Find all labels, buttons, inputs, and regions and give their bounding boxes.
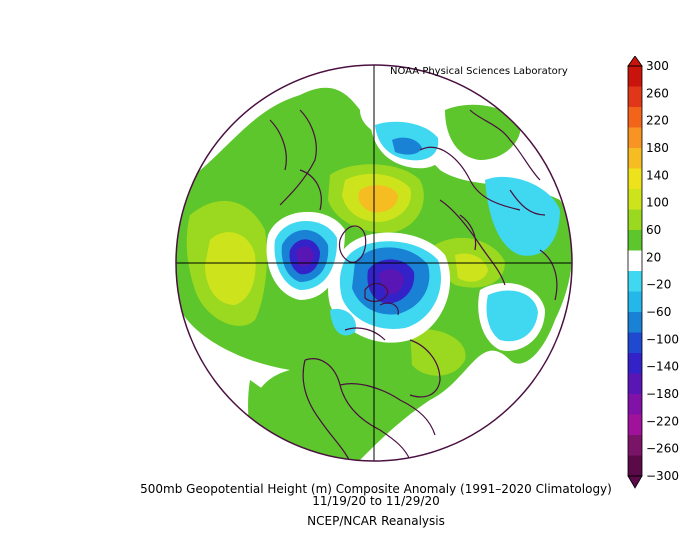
colorbar-swatch: [628, 394, 642, 415]
colorbar-swatch: [628, 414, 642, 436]
colorbar-tick-label: 300: [646, 59, 669, 73]
colorbar-tick-label: −140: [646, 360, 679, 374]
colorbar-frame: [627, 65, 643, 477]
colorbar-swatch: [628, 455, 642, 477]
colorbar-tick-label: −60: [646, 305, 671, 319]
colorbar-tick-label: 20: [646, 250, 661, 264]
colorbar-swatch: [628, 271, 642, 292]
colorbar-swatch: [628, 230, 642, 251]
colorbar-tick-label: 180: [646, 141, 669, 155]
anomaly-field: [176, 65, 572, 461]
colorbar-swatch: [628, 189, 642, 210]
map-boundary: [175, 64, 573, 462]
colorbar-max-arrow: [627, 56, 643, 67]
colorbar-tick-label: −260: [646, 442, 679, 456]
colorbar: 300 260 220 180 140 100 60 20 −20 −60 −100 −140 −180…: [627, 56, 679, 489]
colorbar-swatch: [628, 373, 642, 395]
date-range: 11/19/20 to 11/29/20: [312, 494, 440, 508]
colorbar-tick-label: −180: [646, 387, 679, 401]
colorbar-tick-label: −100: [646, 332, 679, 346]
colorbar-tick-label: −20: [646, 278, 671, 292]
dataset-label: NCEP/NCAR Reanalysis: [307, 514, 445, 528]
colorbar-tick-label: −220: [646, 414, 679, 428]
colorbar-swatch: [628, 291, 642, 313]
colorbar-swatch: [628, 332, 642, 354]
colorbar-tick-label: 140: [646, 168, 669, 182]
colorbar-tick-label: 220: [646, 114, 669, 128]
colorbar-tick-label: 60: [646, 223, 661, 237]
colorbar-tick-label: 100: [646, 196, 669, 210]
colorbar-swatch: [628, 209, 642, 231]
credit-label: NOAA Physical Sciences Laboratory: [390, 66, 568, 77]
colorbar-swatch: [628, 435, 642, 456]
colorbar-swatch: [628, 86, 642, 108]
colorbar-swatch: [628, 250, 642, 272]
colorbar-tick-label: −300: [646, 469, 679, 483]
colorbar-swatch: [628, 127, 642, 149]
colorbar-swatch: [628, 148, 642, 169]
coastlines: [269, 109, 558, 461]
colorbar-min-arrow: [627, 475, 643, 489]
graticule: [176, 65, 572, 461]
colorbar-swatch: [628, 312, 642, 333]
map-title: 500mb Geopotential Height (m) Composite …: [140, 482, 612, 496]
colorbar-swatch: [628, 353, 642, 374]
colorbar-tick-label: 260: [646, 86, 669, 100]
colorbar-swatch: [628, 168, 642, 190]
colorbar-swatch: [628, 66, 642, 87]
colorbar-swatch: [628, 107, 642, 128]
